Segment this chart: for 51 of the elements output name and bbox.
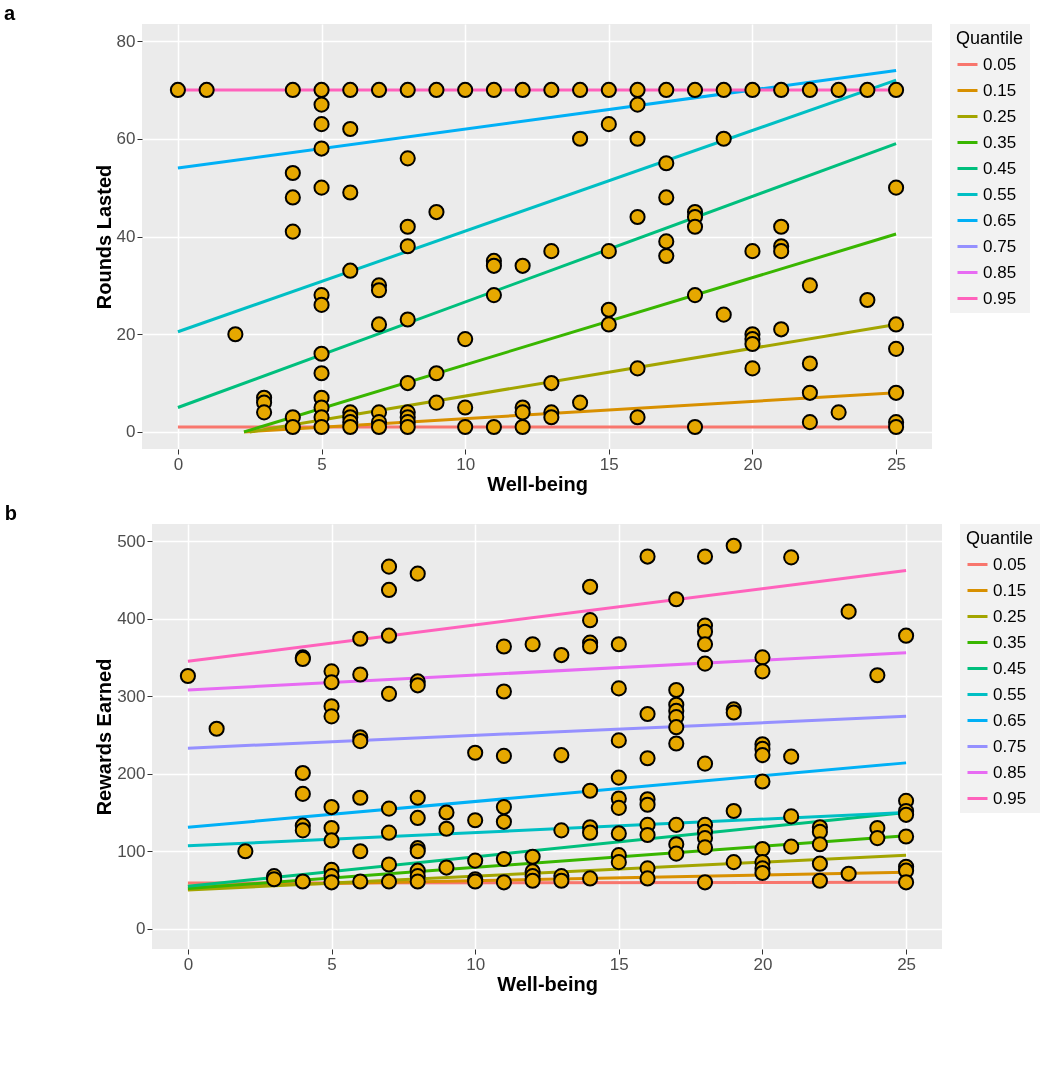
legend-label: 0.25: [993, 606, 1027, 626]
legend-label: 0.55: [983, 184, 1017, 204]
legend-label: 0.05: [983, 54, 1017, 74]
x-tick-label: 20: [743, 454, 763, 474]
y-tick-label: 200: [117, 764, 146, 784]
y-tick-label: 40: [116, 227, 136, 246]
y-tick-label: 300: [117, 686, 146, 706]
chart-title: b: [4, 502, 17, 524]
chart-title: a: [4, 2, 17, 24]
x-tick-label: 5: [327, 954, 337, 974]
legend-label: 0.75: [983, 236, 1017, 256]
x-tick-label: 25: [887, 454, 907, 474]
x-tick-label: 20: [753, 954, 773, 974]
legend-label: 0.95: [993, 788, 1027, 808]
legend-label: 0.05: [993, 554, 1027, 574]
legend-label: 0.85: [993, 762, 1027, 782]
y-tick-label: 0: [126, 422, 136, 442]
legend-label: 0.65: [993, 710, 1027, 730]
x-tick-label: 0: [173, 454, 184, 474]
y-axis-title: Rewards Earned: [93, 658, 116, 816]
y-tick-label: 500: [117, 531, 146, 551]
legend-label: 0.45: [993, 658, 1027, 678]
legend-label: 0.35: [983, 132, 1017, 152]
x-tick-label: 10: [456, 454, 476, 474]
legend-label: 0.35: [993, 632, 1027, 652]
legend-label: 0.65: [983, 210, 1017, 230]
x-tick-label: 25: [897, 954, 917, 974]
legend-label: 0.85: [983, 262, 1017, 282]
y-tick-label: 100: [117, 841, 146, 861]
legend-title: Quantile: [966, 528, 1034, 548]
legend-label: 0.95: [983, 288, 1017, 308]
legend-label: 0.25: [983, 106, 1017, 126]
x-axis-title: Well-being: [487, 472, 588, 495]
legend-label: 0.15: [993, 580, 1027, 600]
y-tick-label: 60: [116, 129, 136, 149]
y-axis-title: Rounds Lasted: [92, 164, 115, 310]
y-tick-label: 20: [116, 324, 136, 344]
y-tick-label: 0: [136, 919, 146, 939]
legend-label: 0.55: [993, 684, 1027, 704]
x-axis-title: Well-being: [497, 972, 598, 995]
x-tick-label: 0: [183, 954, 194, 974]
y-tick-label: 400: [117, 609, 146, 629]
legend-label: 0.45: [983, 158, 1017, 178]
legend-title: Quantile: [956, 28, 1024, 48]
legend-label: 0.75: [993, 736, 1027, 756]
legend-label: 0.15: [983, 80, 1017, 100]
x-tick-label: 15: [599, 454, 619, 474]
x-tick-label: 15: [609, 954, 629, 974]
x-tick-label: 10: [466, 954, 486, 974]
y-tick-label: 80: [116, 31, 136, 51]
x-tick-label: 5: [317, 454, 327, 474]
